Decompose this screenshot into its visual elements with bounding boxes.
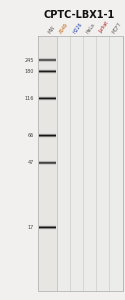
Text: MW: MW — [47, 25, 56, 34]
Bar — [83, 36, 96, 291]
Text: 66: 66 — [28, 133, 34, 138]
Text: H226: H226 — [72, 21, 83, 34]
Bar — [96, 36, 109, 291]
Text: A549: A549 — [59, 22, 70, 34]
Bar — [109, 36, 122, 291]
Text: 47: 47 — [28, 160, 34, 165]
Text: 245: 245 — [24, 58, 34, 62]
Bar — [70, 36, 83, 291]
Bar — [38, 36, 57, 291]
Text: 180: 180 — [24, 69, 34, 74]
Bar — [57, 36, 70, 291]
Text: Jurkat: Jurkat — [98, 21, 110, 34]
Text: HeLa: HeLa — [85, 22, 96, 34]
Text: 116: 116 — [24, 96, 34, 101]
Text: MCF7: MCF7 — [111, 21, 123, 34]
Text: CPTC-LBX1-1: CPTC-LBX1-1 — [43, 11, 114, 20]
Text: 17: 17 — [28, 225, 34, 230]
